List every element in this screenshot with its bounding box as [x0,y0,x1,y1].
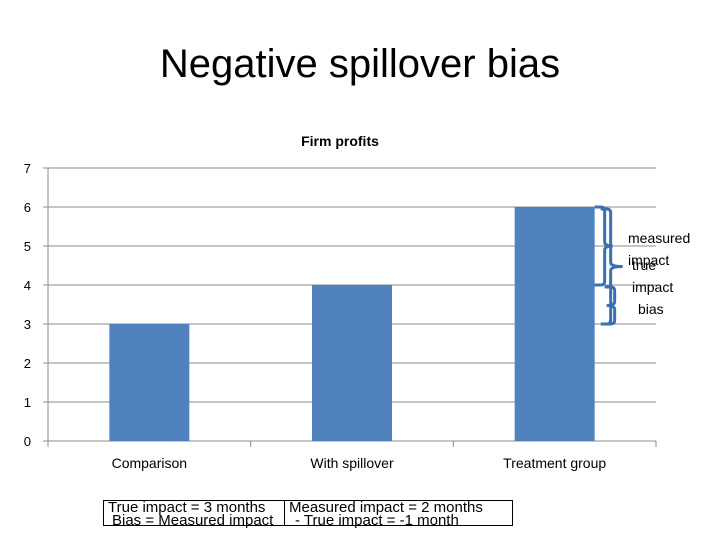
y-tick-label-1: 1 [24,395,31,410]
bias-formula-part1: Bias = Measured impact [112,512,274,529]
category-label-2: Treatment group [503,455,606,471]
y-tick-label-2: 2 [24,356,31,371]
bar-comparison [109,324,190,441]
category-label-1: With spillover [310,455,394,471]
y-tick-label-7: 7 [24,161,31,176]
category-labels: Comparison With spillover Treatment group [112,455,607,471]
bars-layer [109,207,595,441]
bar-with-spillover [312,285,392,441]
true-impact-label-line1: true [632,257,656,273]
y-tick-label-6: 6 [24,200,31,215]
true-impact-label-line2: impact [632,279,673,295]
y-tick-label-4: 4 [24,278,31,293]
bar-treatment-group [514,207,595,441]
measured-impact-label-line2: impact [628,252,669,268]
y-tick-label-3: 3 [24,317,31,332]
category-label-0: Comparison [112,455,187,471]
formula-box-true-impact: True impact = 3 months Bias = Measured i… [103,499,285,529]
bias-brace [604,285,617,326]
true-impact-formula: True impact = 3 months [108,499,266,516]
braces [594,205,623,326]
y-tick-labels: 0 1 2 3 4 5 6 7 [24,161,31,449]
measured-impact-formula: Measured impact = 2 months [289,499,483,516]
formula-box-measured-impact: Measured impact = 2 months - True impact… [284,499,513,529]
bias-label: bias [638,301,664,317]
y-tick-label-0: 0 [24,434,31,449]
y-tick-label-5: 5 [24,239,31,254]
annotation-labels: measured impact true impact bias [628,230,690,317]
measured-impact-label-line1: measured [628,230,690,246]
slide-title: Negative spillover bias [159,42,561,86]
chart-title: Firm profits [301,133,379,149]
bias-formula-part2: - True impact = -1 month [295,512,459,529]
